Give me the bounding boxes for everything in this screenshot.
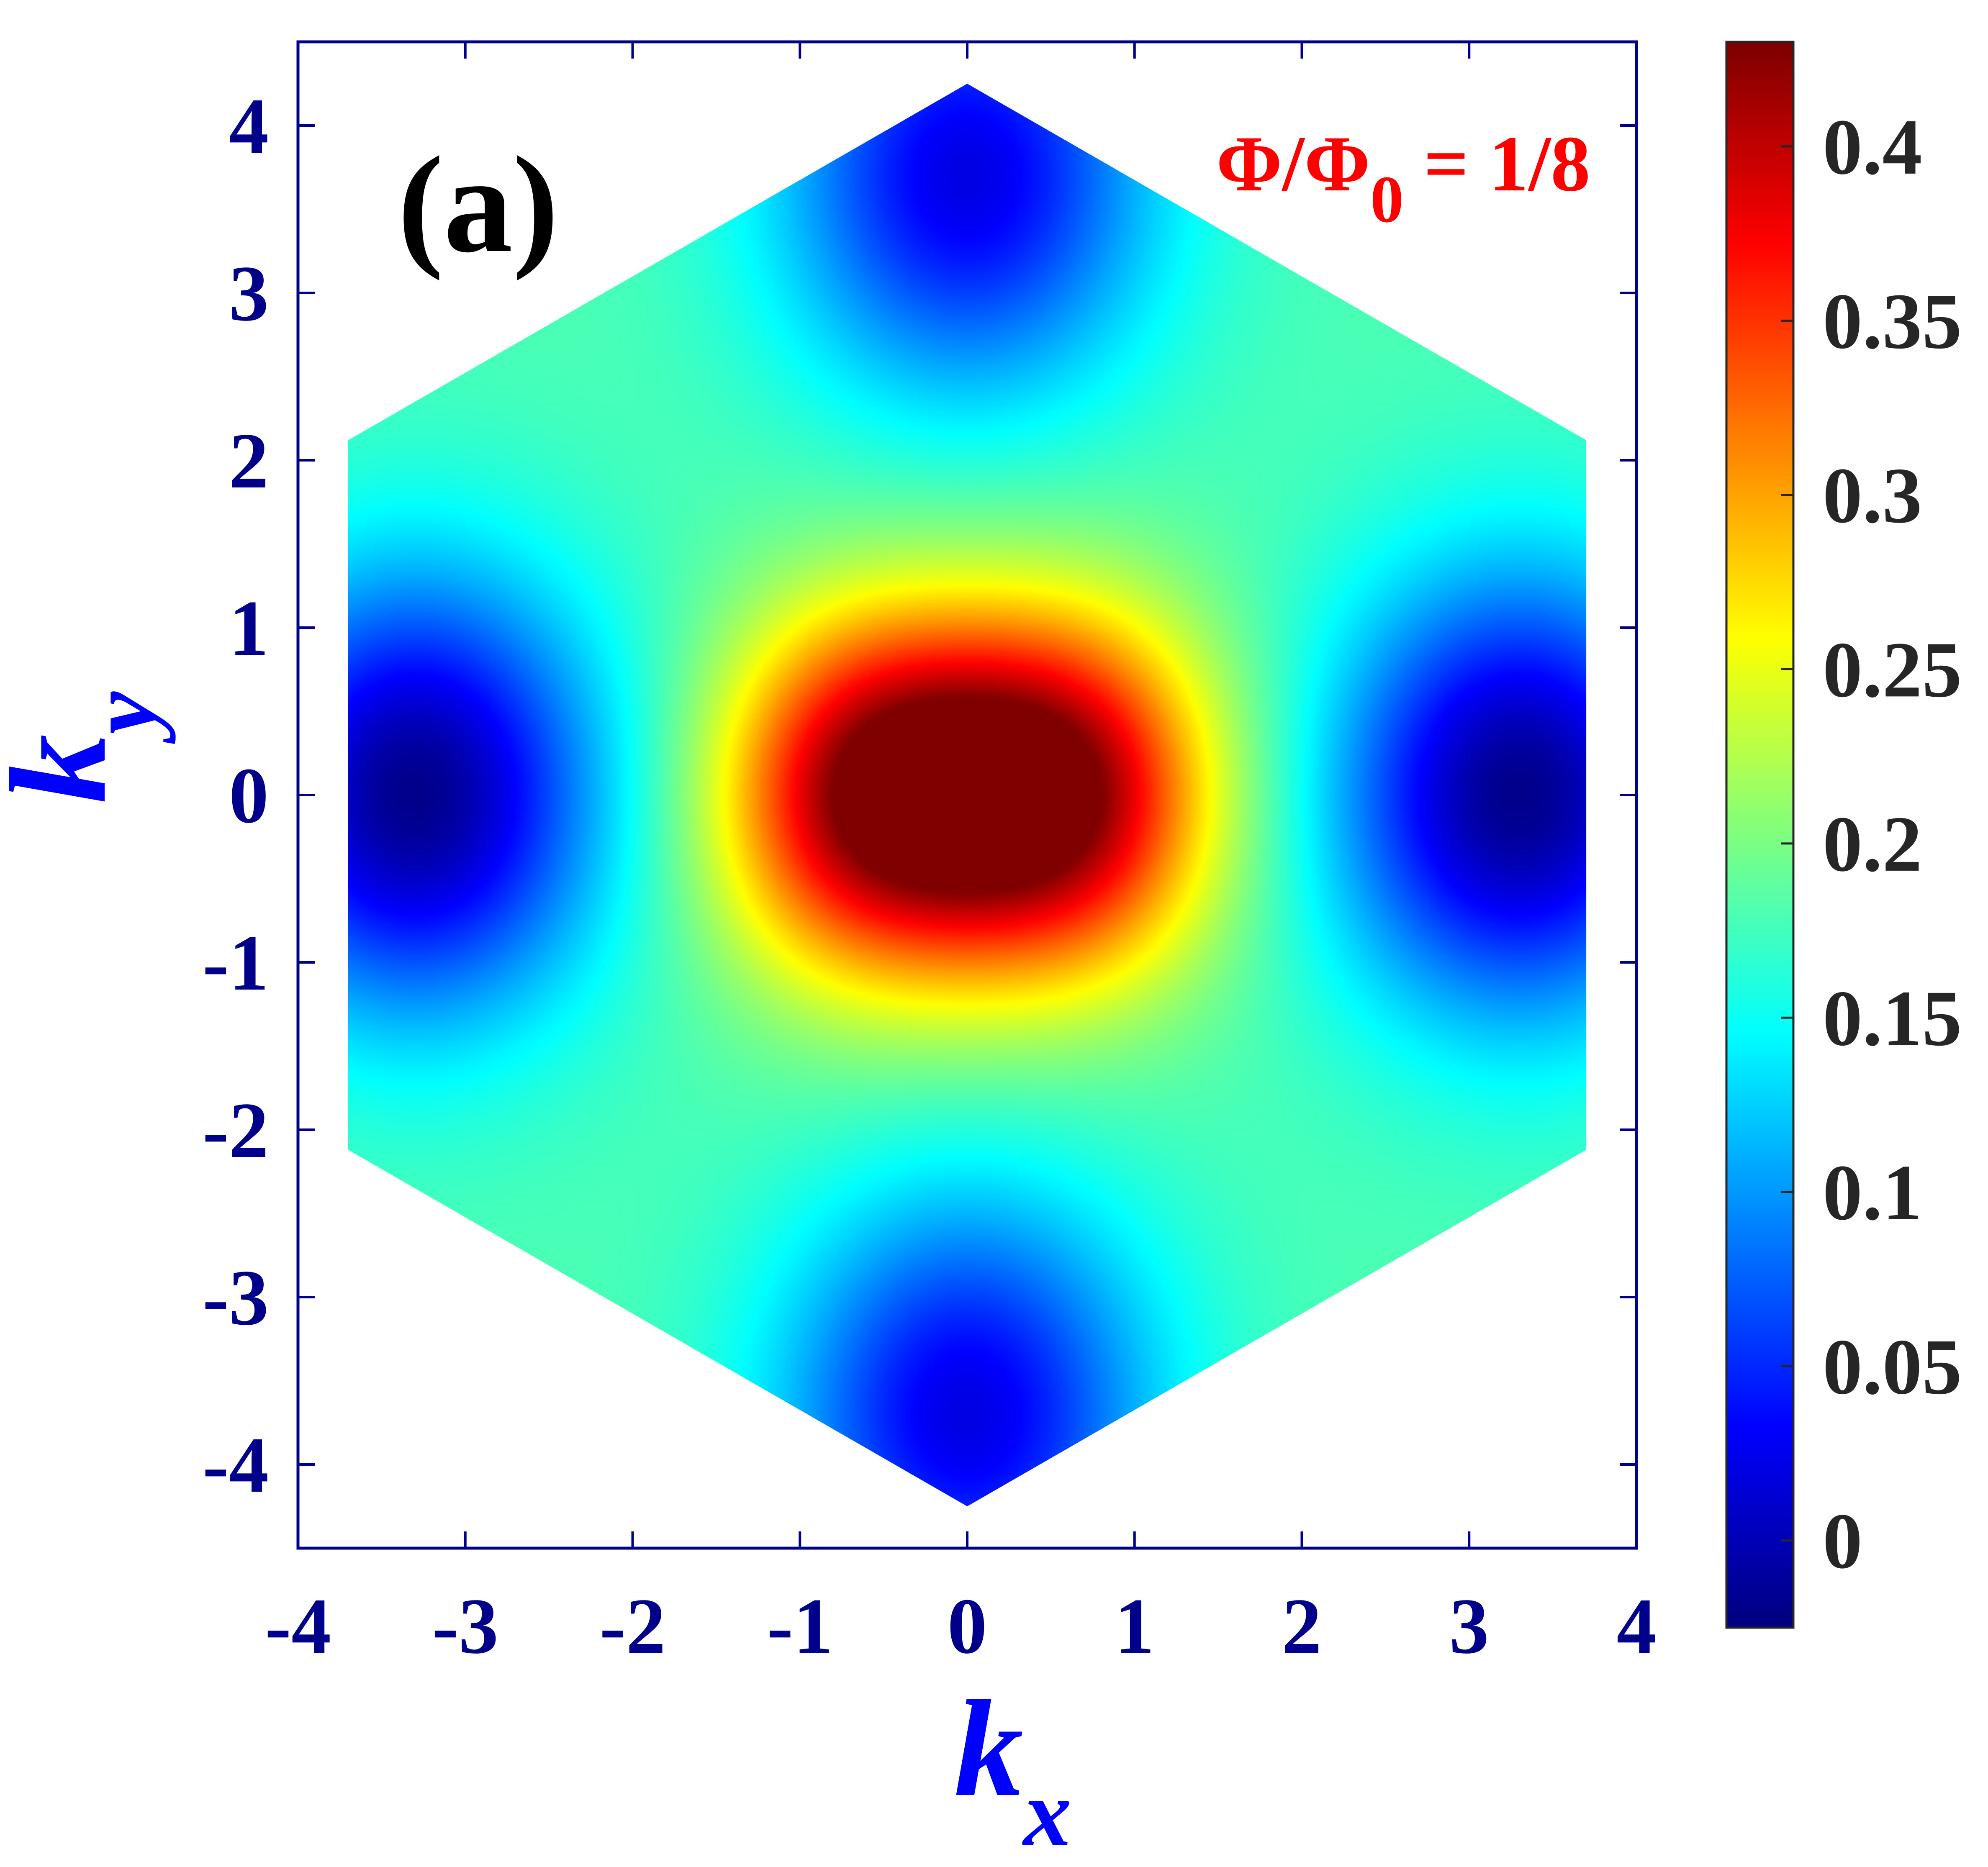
x-axis-label: kx	[954, 1672, 1071, 1866]
colorbar-frame	[1725, 41, 1795, 1629]
y-tick-label: 0	[229, 752, 269, 840]
colorbar-tick-label: 0.3	[1823, 452, 1922, 540]
flux-annotation-main: Φ/Φ	[1216, 120, 1370, 208]
x-axis-label-main: k	[954, 1672, 1023, 1825]
colorbar-tick-label: 0	[1823, 1498, 1862, 1585]
flux-annotation-subscript: 0	[1370, 162, 1404, 236]
colorbar-gradient	[1726, 42, 1793, 1628]
panel-label: (a)	[398, 128, 559, 281]
y-tick-label: -3	[203, 1254, 269, 1342]
x-axis-ticks: -4 -3 -2 -1 0 1 2 3 4	[265, 42, 1657, 1670]
y-tick-label: 4	[229, 82, 269, 170]
colorbar-tick-label: 0.15	[1823, 975, 1962, 1062]
flux-annotation: Φ/Φ0 = 1/8	[1216, 120, 1590, 236]
y-tick-label: -4	[203, 1421, 269, 1509]
colorbar-tick-label: 0.1	[1823, 1149, 1922, 1237]
colorbar-tick-label: 0.2	[1823, 800, 1922, 888]
x-tick-label: 2	[1282, 1582, 1322, 1670]
y-axis-label-main: k	[0, 734, 135, 803]
flux-annotation-suffix: = 1/8	[1404, 120, 1590, 208]
x-tick-label: 3	[1449, 1582, 1489, 1670]
y-tick-label: -2	[203, 1087, 269, 1175]
y-tick-label: 3	[229, 250, 269, 338]
x-tick-label: -2	[599, 1582, 665, 1670]
colorbar-tick-label: 0.25	[1823, 626, 1962, 714]
x-tick-label: 1	[1115, 1582, 1154, 1670]
y-tick-label: 1	[229, 585, 269, 672]
colorbar-tick-label: 0.4	[1823, 103, 1922, 191]
x-tick-label: -4	[265, 1582, 331, 1670]
x-tick-label: -3	[432, 1582, 498, 1670]
y-axis-label: ky	[0, 691, 176, 803]
y-axis-ticks: 4 3 2 1 0 -1 -2 -3 -4	[203, 82, 1636, 1509]
colorbar-tick-label: 0.35	[1823, 277, 1962, 365]
y-tick-label: -1	[203, 919, 269, 1007]
y-tick-label: 2	[229, 417, 269, 505]
x-axis-label-sub: x	[1022, 1759, 1071, 1866]
x-tick-label: 0	[948, 1582, 987, 1670]
x-tick-label: 4	[1617, 1582, 1657, 1670]
colorbar-tick-label: 0.05	[1823, 1323, 1962, 1411]
x-tick-label: -1	[767, 1582, 833, 1670]
colorbar-ticks: 0 0.05 0.1 0.15 0.2 0.25 0.3 0.35 0.4	[1781, 103, 1962, 1585]
